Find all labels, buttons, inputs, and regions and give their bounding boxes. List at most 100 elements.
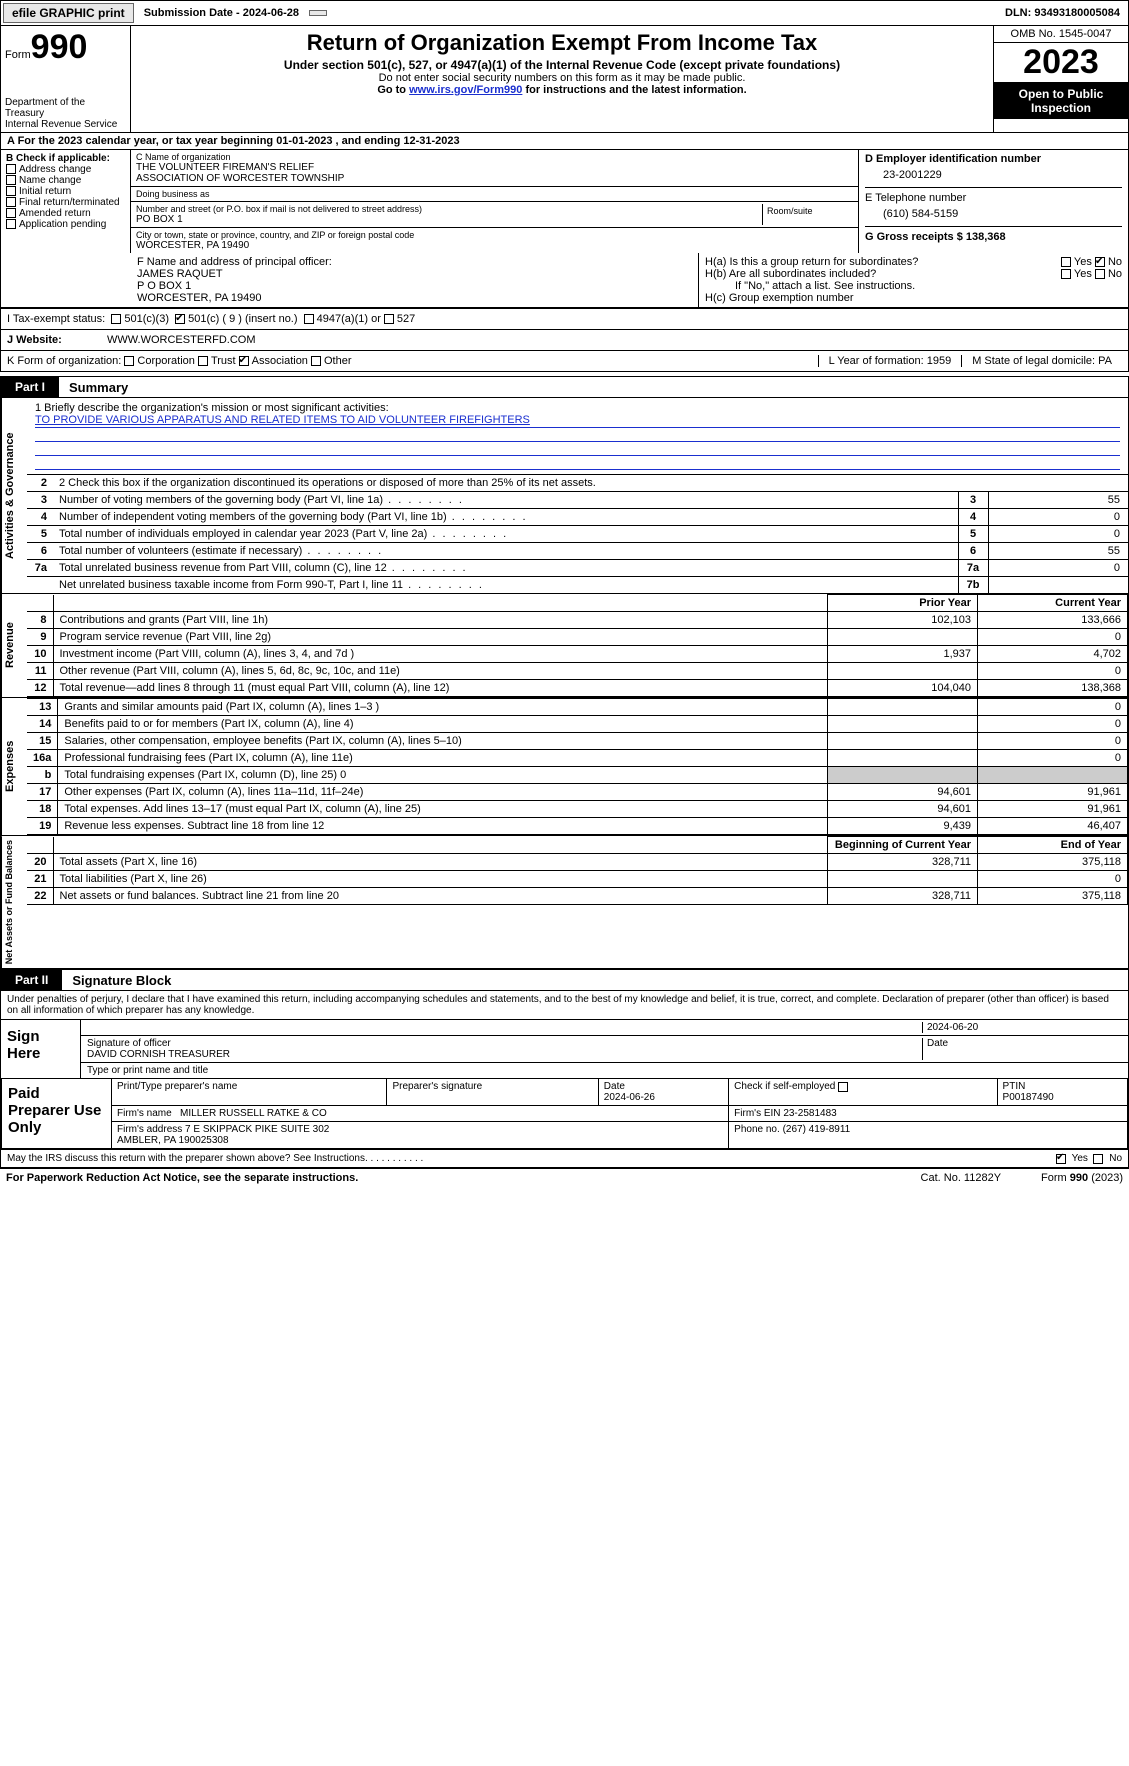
cb-discuss-no[interactable] — [1093, 1154, 1103, 1164]
sign-here-row: Sign Here 2024-06-20 Signature of office… — [1, 1019, 1128, 1078]
cb-final-return[interactable] — [6, 197, 16, 207]
cb-address-change[interactable] — [6, 164, 16, 174]
cb-trust[interactable] — [198, 356, 208, 366]
row-i: I Tax-exempt status: 501(c)(3) 501(c) ( … — [0, 308, 1129, 329]
cb-other[interactable] — [311, 356, 321, 366]
hc-label: H(c) Group exemption number — [705, 292, 1122, 304]
officer-addr2: WORCESTER, PA 19490 — [137, 292, 692, 304]
form-label: Form — [5, 49, 31, 61]
vlabel-revenue: Revenue — [1, 594, 27, 697]
net-22: Net assets or fund balances. Subtract li… — [53, 888, 828, 905]
cb-4947[interactable] — [304, 314, 314, 324]
hdr-prior-year: Prior Year — [828, 595, 978, 612]
part-1-tag: Part I — [1, 377, 59, 397]
cb-amended[interactable] — [6, 208, 16, 218]
governance-section: Activities & Governance 1 Briefly descri… — [0, 398, 1129, 594]
city-label: City or town, state or province, country… — [136, 230, 853, 240]
mission-label: 1 Briefly describe the organization's mi… — [35, 402, 1120, 414]
cb-assoc[interactable] — [239, 356, 249, 366]
row-j: J Website: WWW.WORCESTERFD.COM — [0, 329, 1129, 350]
cb-527[interactable] — [384, 314, 394, 324]
paid-preparer-label: Paid Preparer Use Only — [2, 1079, 112, 1149]
officer-addr1: P O BOX 1 — [137, 280, 692, 292]
prep-sig-hdr: Preparer's signature — [387, 1079, 598, 1106]
vlabel-governance: Activities & Governance — [1, 398, 27, 593]
revenue-section: Revenue Prior YearCurrent Year 8Contribu… — [0, 594, 1129, 698]
exp-19: Revenue less expenses. Subtract line 18 … — [58, 818, 828, 835]
website-value: WWW.WORCESTERFD.COM — [107, 334, 255, 346]
cb-hb-yes[interactable] — [1061, 269, 1071, 279]
row-a-tax-year: A For the 2023 calendar year, or tax yea… — [0, 133, 1129, 150]
net-20: Total assets (Part X, line 16) — [53, 854, 828, 871]
mission-blank-3 — [35, 456, 1120, 470]
rev-8: Contributions and grants (Part VIII, lin… — [53, 612, 828, 629]
dba-label: Doing business as — [136, 189, 853, 199]
cb-ha-no[interactable] — [1095, 257, 1105, 267]
g-gross-receipts: G Gross receipts $ 138,368 — [865, 231, 1122, 243]
top-bar: efile GRAPHIC print Submission Date - 20… — [0, 0, 1129, 26]
hb-label: H(b) Are all subordinates included? — [705, 268, 876, 280]
paid-preparer-table: Paid Preparer Use Only Print/Type prepar… — [1, 1078, 1128, 1149]
line-5: Total number of individuals employed in … — [53, 526, 958, 543]
pra-notice: For Paperwork Reduction Act Notice, see … — [6, 1172, 881, 1184]
cb-501c[interactable] — [175, 314, 185, 324]
part-1-header: Part I Summary — [0, 376, 1129, 398]
firm-phone: (267) 419-8911 — [783, 1124, 851, 1135]
mission-blank-1 — [35, 428, 1120, 442]
hb-note: If "No," attach a list. See instructions… — [705, 280, 1122, 292]
ptin: P00187490 — [1003, 1092, 1054, 1103]
part-2-tag: Part II — [1, 970, 62, 990]
date-label: Date — [922, 1038, 1122, 1060]
cb-initial-return[interactable] — [6, 186, 16, 196]
form-header: Form990 Department of the Treasury Inter… — [0, 26, 1129, 133]
cb-discuss-yes[interactable] — [1056, 1154, 1066, 1164]
room-suite-label: Room/suite — [763, 204, 853, 225]
box-b-label: B Check if applicable: — [6, 153, 125, 164]
exp-14: Benefits paid to or for members (Part IX… — [58, 716, 828, 733]
line-2: 2 Check this box if the organization dis… — [53, 475, 1128, 492]
blank-button — [309, 10, 327, 16]
cb-hb-no[interactable] — [1095, 269, 1105, 279]
firm-ein: 23-2581483 — [783, 1108, 836, 1119]
cb-501c3[interactable] — [111, 314, 121, 324]
mission-blank-2 — [35, 442, 1120, 456]
dln-label: DLN: 93493180005084 — [1005, 7, 1126, 19]
ein-value: 23-2001229 — [865, 165, 1122, 181]
vlabel-expenses: Expenses — [1, 698, 27, 835]
k-label: K Form of organization: — [7, 355, 121, 367]
line-3: Number of voting members of the governin… — [53, 492, 958, 509]
governance-table: 22 Check this box if the organization di… — [27, 474, 1128, 593]
cb-self-employed[interactable] — [838, 1082, 848, 1092]
rev-9: Program service revenue (Part VIII, line… — [53, 629, 828, 646]
section-fh: F Name and address of principal officer:… — [0, 253, 1129, 308]
omb-number: OMB No. 1545-0047 — [994, 26, 1128, 43]
vlabel-net: Net Assets or Fund Balances — [1, 836, 27, 968]
cb-name-change[interactable] — [6, 175, 16, 185]
street-value: PO BOX 1 — [136, 214, 762, 225]
mission-text: TO PROVIDE VARIOUS APPARATUS AND RELATED… — [35, 414, 1120, 428]
d-ein-label: D Employer identification number — [865, 153, 1122, 165]
officer-signature: DAVID CORNISH TREASURER — [87, 1049, 230, 1060]
c-name-label: C Name of organization — [136, 152, 853, 162]
officer-name: JAMES RAQUET — [137, 268, 692, 280]
cb-application-pending[interactable] — [6, 219, 16, 229]
line-6: Total number of volunteers (estimate if … — [53, 543, 958, 560]
part-1-title: Summary — [59, 380, 128, 395]
f-label: F Name and address of principal officer: — [137, 256, 692, 268]
form-subtitle-1: Under section 501(c), 527, or 4947(a)(1)… — [137, 58, 987, 72]
row-klm: K Form of organization: Corporation Trus… — [0, 350, 1129, 372]
irs-link[interactable]: www.irs.gov/Form990 — [409, 84, 522, 96]
cb-corp[interactable] — [124, 356, 134, 366]
dept-treasury: Department of the Treasury Internal Reve… — [5, 97, 126, 130]
efile-print-button[interactable]: efile GRAPHIC print — [3, 3, 134, 23]
sig-officer-label: Signature of officer — [87, 1038, 171, 1049]
part-2-header: Part II Signature Block — [0, 969, 1129, 991]
cb-ha-yes[interactable] — [1061, 257, 1071, 267]
page-footer: For Paperwork Reduction Act Notice, see … — [0, 1168, 1129, 1187]
exp-17: Other expenses (Part IX, column (A), lin… — [58, 784, 828, 801]
street-label: Number and street (or P.O. box if mail i… — [136, 204, 762, 214]
l-year-formation: L Year of formation: 1959 — [818, 355, 962, 367]
exp-15: Salaries, other compensation, employee b… — [58, 733, 828, 750]
expenses-section: Expenses 13Grants and similar amounts pa… — [0, 698, 1129, 836]
form-link-line: Go to www.irs.gov/Form990 for instructio… — [137, 84, 987, 96]
